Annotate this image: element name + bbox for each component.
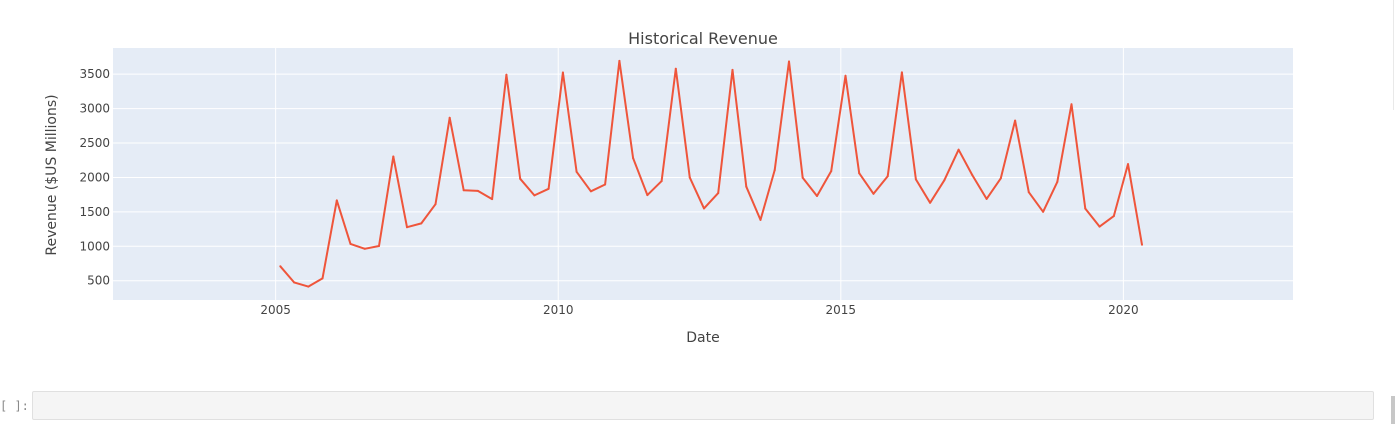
data-point: [335, 199, 338, 202]
data-point: [1056, 180, 1059, 183]
data-point: [1127, 163, 1129, 166]
revenue-chart: 500 1000 1500 2000 2500 3000 3500 2005 2010 2015…: [44, 29, 1293, 346]
data-point: [1042, 210, 1045, 213]
data-point: [957, 148, 960, 151]
y-tick-label: 1000: [79, 239, 110, 253]
data-point: [1141, 243, 1143, 246]
data-point: [618, 59, 621, 62]
data-point: [844, 74, 847, 77]
data-point: [801, 176, 804, 179]
data-point: [1112, 215, 1115, 218]
data-point: [561, 71, 564, 74]
data-point: [279, 265, 282, 268]
data-point: [703, 207, 705, 210]
x-tick-label: 2005: [260, 303, 291, 317]
data-point: [872, 192, 875, 195]
data-point: [646, 194, 649, 197]
data-point: [575, 170, 578, 173]
x-tick-labels: 2005 2010 2015 2020: [260, 303, 1138, 317]
data-point: [378, 245, 380, 247]
data-point: [759, 218, 762, 221]
data-point: [900, 71, 903, 74]
x-tick-label: 2015: [826, 303, 857, 317]
data-point: [745, 185, 748, 188]
data-point: [462, 189, 465, 192]
y-axis-title: Revenue ($US Millions): [44, 94, 60, 255]
plot-background: [113, 48, 1293, 300]
data-point: [1084, 207, 1087, 210]
data-point: [1014, 119, 1017, 122]
y-tick-label: 3500: [79, 67, 110, 81]
data-point: [476, 189, 479, 192]
data-point: [632, 157, 635, 160]
data-point: [307, 285, 310, 288]
notebook-cell: [ ]:: [0, 390, 1395, 422]
scrollbar-track: [1393, 0, 1394, 110]
data-point: [547, 187, 550, 190]
data-point: [420, 222, 423, 225]
y-gridlines: [113, 73, 1293, 282]
data-point: [589, 190, 592, 193]
data-point: [971, 174, 974, 177]
data-point: [773, 169, 776, 172]
data-point: [731, 68, 734, 71]
data-point: [604, 183, 607, 186]
data-point: [519, 177, 522, 180]
revenue-series-line[interactable]: [279, 59, 1143, 288]
data-point: [533, 194, 536, 197]
data-point: [688, 176, 691, 179]
cell-prompt: [ ]:: [0, 399, 29, 413]
data-point: [363, 247, 366, 250]
data-point: [1027, 191, 1030, 194]
y-tick-labels: 500 1000 1500 2000 2500 3000 3500: [79, 67, 110, 288]
data-point: [660, 180, 663, 183]
data-point: [788, 60, 790, 63]
x-axis-title: Date: [686, 330, 719, 346]
y-tick-label: 2000: [79, 170, 110, 184]
data-point: [929, 201, 932, 204]
data-point: [999, 177, 1002, 180]
data-point: [392, 155, 395, 158]
data-point: [1070, 103, 1073, 106]
data-point: [349, 242, 352, 245]
data-point: [886, 175, 889, 178]
data-point: [674, 67, 677, 70]
data-point: [505, 73, 508, 76]
cell-input[interactable]: [32, 391, 1374, 420]
y-tick-label: 500: [87, 274, 110, 288]
scrollbar-thumb[interactable]: [1391, 396, 1395, 424]
data-point: [1098, 225, 1101, 228]
chart-title: Historical Revenue: [628, 29, 778, 48]
data-point: [293, 281, 296, 284]
data-point: [448, 116, 451, 119]
y-tick-label: 1500: [79, 205, 110, 219]
x-gridlines: [275, 48, 1124, 300]
data-point: [321, 277, 324, 280]
data-point: [406, 226, 408, 229]
y-tick-label: 3000: [79, 102, 110, 116]
data-point: [985, 197, 988, 200]
data-point: [717, 192, 720, 195]
x-tick-label: 2010: [543, 303, 574, 317]
data-point: [943, 179, 946, 182]
data-point: [830, 170, 833, 173]
data-point: [816, 195, 818, 197]
data-point: [434, 203, 437, 206]
y-tick-label: 2500: [79, 136, 110, 150]
data-point: [858, 172, 861, 175]
data-points: [279, 59, 1143, 288]
data-point: [914, 178, 917, 181]
x-tick-label: 2020: [1108, 303, 1139, 317]
data-point: [491, 198, 494, 201]
